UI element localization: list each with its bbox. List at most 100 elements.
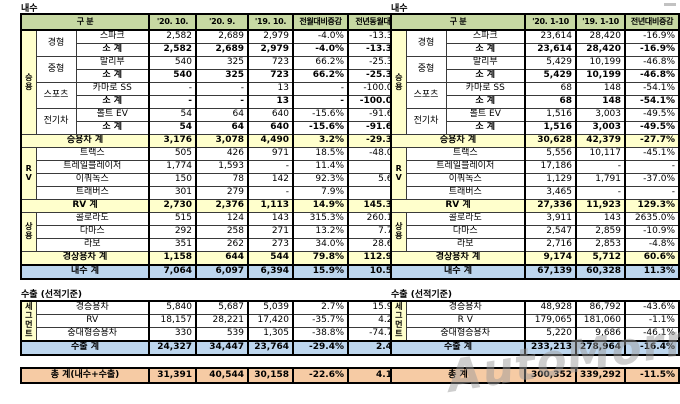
value-cell: 66.2%	[292, 56, 349, 70]
grand-total-monthly-table: 총 계(내수+수출) 31,391 40,544 30,158 -22.6% 4.1%	[20, 367, 406, 384]
table-row: 중형 말리부 540 325 723 66.2% -25.3%	[21, 56, 406, 83]
value-cell: 5,556	[524, 147, 577, 161]
label-cell: 소 계	[445, 43, 526, 57]
table-row: 라보 351 262 273 34.0% 28.6%	[21, 238, 406, 252]
value-cell: 2.7%	[292, 300, 349, 315]
value-cell: 258	[195, 225, 249, 239]
table-row: 소 계 23,614 28,420 -16.9%	[391, 43, 680, 57]
value-cell: 505	[148, 147, 197, 161]
label-cell: 볼트 EV	[445, 108, 526, 122]
value-cell: 3,465	[524, 186, 577, 200]
value-cell: 23,614	[524, 43, 577, 57]
value-cell: 3.2%	[292, 134, 349, 148]
table-row: 승용 경형 스파크 2,582 2,689 2,979 -4.0% -13.3%	[20, 29, 406, 135]
value-cell: -	[195, 95, 249, 109]
label-cell: 트레일블레이저	[405, 160, 526, 174]
table-row: 소 계 540 325 723 66.2% -25.3%	[21, 69, 406, 83]
table-row: RV 트랙스 5,556 10,117 -45.1%	[390, 147, 680, 200]
value-cell: -16.4%	[624, 340, 680, 356]
value-cell: 1,791	[575, 173, 626, 187]
label-cell: 카마로 SS	[75, 82, 150, 96]
value-cell: 34,447	[195, 340, 249, 356]
value-cell: 64	[195, 121, 249, 135]
group-label-cell: RV	[20, 147, 37, 200]
table-row: 승용 경형 스파크 23,614 28,420 -16.9%	[390, 29, 680, 135]
value-cell: 5,429	[524, 69, 577, 83]
value-cell: 28,420	[575, 29, 626, 44]
value-cell: -	[148, 82, 197, 96]
export-cumulative-table: 세그먼트 경승용차 48,928 86,792 -43.6% R V 179,065 181,…	[390, 300, 680, 356]
value-cell: 34.0%	[292, 238, 349, 252]
group-label-cell: 상용	[20, 212, 37, 252]
value-cell: 92.3%	[292, 173, 349, 187]
value-cell: 68	[524, 95, 577, 109]
value-cell: 301	[148, 186, 197, 200]
value-cell: -16.9%	[624, 29, 680, 44]
value-cell: 181,060	[575, 314, 626, 328]
value-cell: 150	[148, 173, 197, 187]
table-row: 상용 콜로라도 515 124 143 315.3% 260.1%	[20, 212, 406, 252]
value-cell: -49.5%	[624, 121, 680, 135]
value-cell: 31,391	[148, 367, 197, 384]
value-cell: 2,979	[247, 29, 294, 44]
label-cell: 콜로라도	[35, 212, 150, 226]
value-cell: 42,379	[575, 134, 626, 148]
table-row: 다마스 2,547 2,859 -10.9%	[391, 225, 680, 239]
value-cell: -37.0%	[624, 173, 680, 187]
label-cell: 이쿼녹스	[405, 173, 526, 187]
label-cell: 전기차	[35, 108, 77, 135]
value-cell: 325	[195, 56, 249, 70]
value-cell: 2,859	[575, 225, 626, 239]
value-cell: '20. 10.	[148, 13, 197, 31]
table-row: 총 계(내수+수출) 31,391 40,544 30,158 -22.6% 4.1%	[20, 367, 406, 384]
label-cell: 카마로 SS	[445, 82, 526, 96]
value-cell: 17,186	[524, 160, 577, 174]
value-cell: 426	[195, 147, 249, 161]
label-cell: 경상용차 계	[20, 251, 150, 266]
value-cell: 28,221	[195, 314, 249, 328]
label-cell: RV	[35, 314, 150, 328]
label-cell: 소 계	[75, 69, 150, 83]
value-cell: 5,712	[575, 251, 626, 266]
table-row: 구 분 '20. 10. '20. 9. '19. 10. 전월대비증감 전년동월대비	[20, 13, 406, 31]
label-cell: 경상용차 계	[390, 251, 526, 266]
value-cell: 143	[575, 212, 626, 226]
value-cell: -	[247, 186, 294, 200]
value-cell: 3,078	[195, 134, 249, 148]
value-cell: 2,689	[195, 29, 249, 44]
value-cell: 40,544	[195, 367, 249, 384]
value-cell: -4.0%	[292, 29, 349, 44]
table-row: 경상용차 계 1,158 644 544 79.8% 112.9%	[20, 251, 406, 266]
label-cell: 소 계	[75, 43, 150, 57]
value-cell: 143	[247, 212, 294, 226]
value-cell: 325	[195, 69, 249, 83]
export-monthly-table: 세그먼트 경승용차 5,840 5,687 5,039 2.7% 15.9% RV 18,157…	[20, 300, 406, 356]
table-row: 소 계 54 64 640 -15.6% -91.6%	[21, 121, 406, 135]
value-cell: 5,039	[247, 300, 294, 315]
value-cell: 86,792	[575, 300, 626, 315]
value-cell: 3,003	[575, 121, 626, 135]
value-cell: 540	[148, 56, 197, 70]
table-row: 이쿼녹스 1,129 1,791 -37.0%	[391, 173, 680, 187]
value-cell: 14.9%	[292, 199, 349, 213]
value-cell: -	[624, 186, 680, 200]
value-cell: -15.6%	[292, 121, 349, 135]
value-cell: 2,979	[247, 43, 294, 57]
value-cell: 148	[575, 95, 626, 109]
table-row: RV 트랙스 505 426 971 18.5% -48.0%	[20, 147, 406, 200]
table-row: 내수 계 67,139 60,328 11.3%	[390, 264, 680, 280]
value-cell: -1.1%	[624, 314, 680, 328]
value-cell: 515	[148, 212, 197, 226]
value-cell: 1,516	[524, 108, 577, 122]
value-cell: '20. 9.	[195, 13, 249, 31]
table-row: 전기차 볼트 EV 1,516 3,003 -49.5%	[391, 108, 680, 135]
value-cell: 351	[148, 238, 197, 252]
value-cell: 148	[575, 82, 626, 96]
value-cell: 7,064	[148, 264, 197, 280]
value-cell: 271	[247, 225, 294, 239]
label-cell: 수출 계	[390, 340, 526, 356]
table-row: 전기차 볼트 EV 54 64 640 -15.6% -91.6%	[21, 108, 406, 135]
label-cell: 소 계	[75, 95, 150, 109]
